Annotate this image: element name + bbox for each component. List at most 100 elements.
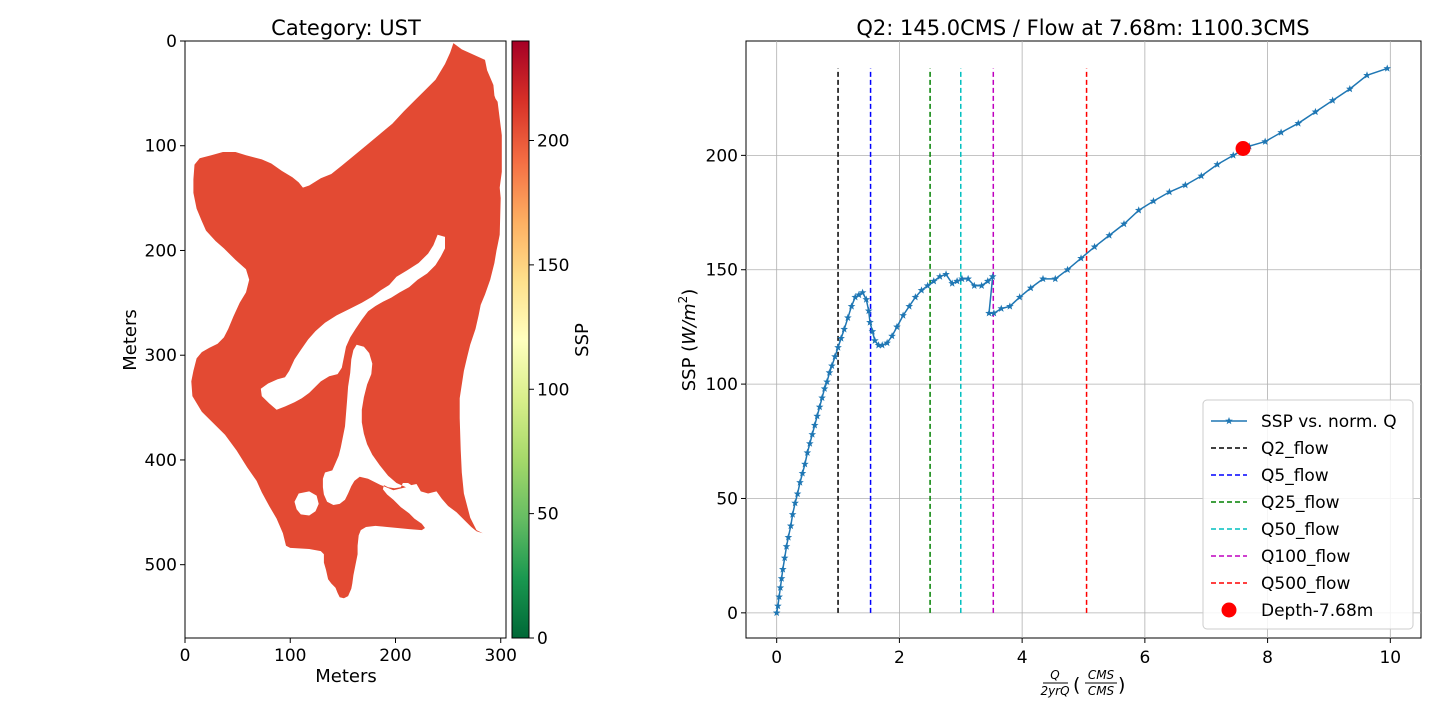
x-label-paren-close: ) [1118, 674, 1125, 696]
legend-label: Q2_flow [1261, 439, 1329, 459]
series-point [1051, 274, 1060, 283]
series-point [1197, 171, 1206, 180]
line-y-label: SSP (W/m2) [676, 289, 700, 392]
series-point [911, 293, 920, 301]
series-point [958, 274, 966, 283]
series-point [1120, 219, 1128, 228]
series-point [1039, 274, 1047, 283]
series-point [1328, 96, 1337, 104]
series-point [883, 338, 891, 347]
series-point [948, 279, 956, 287]
series-point [1006, 302, 1014, 310]
legend-entry-depth-7-68m: Depth-7.68m [1221, 601, 1373, 621]
series-point [844, 313, 852, 322]
line-y-tick-label: 200 [706, 146, 738, 166]
colorbar-ticks: 0 50 100 150 200 [529, 132, 569, 649]
series-point [782, 542, 791, 550]
series-point [1261, 137, 1269, 145]
heatmap-y-tick-label: 400 [145, 451, 177, 471]
legend-label: Q5_flow [1261, 466, 1329, 486]
series-point [923, 281, 932, 289]
series-point [796, 478, 804, 486]
series-point [970, 281, 979, 289]
series-point [1363, 71, 1371, 79]
series-point [786, 521, 795, 530]
x-label-paren-open: ( [1073, 674, 1080, 696]
series-point [791, 499, 799, 507]
colorbar-bar [511, 40, 530, 639]
series-point [779, 565, 787, 573]
series-point [1015, 293, 1024, 301]
colorbar-tick-label: 100 [537, 380, 569, 400]
series-point [1213, 160, 1222, 168]
line-x-tick-label: 10 [1379, 648, 1401, 668]
heatmap-y-tick-label: 500 [145, 556, 177, 576]
series-point [798, 469, 807, 477]
series-point [813, 412, 821, 420]
legend-label: SSP vs. norm. Q [1261, 412, 1397, 432]
series-point [983, 277, 992, 285]
legend-entry-q25-flow: Q25_flow [1211, 493, 1340, 513]
x-label-unit-denominator: CMS [1088, 684, 1115, 698]
series-point [942, 270, 950, 278]
y-label-unit-exponent: 2 [676, 296, 690, 304]
series-point [774, 601, 782, 610]
series-point [855, 290, 863, 299]
heatmap-x-tick-label: 0 [180, 646, 191, 666]
line-chart-panel: Q2: 145.0CMS / Flow at 7.68m: 1100.3CMS … [676, 16, 1422, 698]
series-point [866, 318, 874, 326]
heatmap-x-tick-label: 300 [485, 646, 517, 666]
heatmap-x-label: Meters [315, 666, 377, 687]
heatmap-y-tick-label: 0 [166, 32, 177, 52]
y-label-text: SSP [679, 357, 700, 391]
series-point [871, 336, 879, 344]
colorbar-tick-label: 200 [537, 132, 569, 152]
line-x-tick-label: 4 [1017, 648, 1028, 668]
series-point [840, 325, 848, 333]
legend-entry-ssp-vs-norm-q: SSP vs. norm. Q [1211, 412, 1397, 432]
line-y-ticks: 0 50 100 150 200 [706, 146, 746, 624]
heatmap-y-tick-label: 100 [145, 137, 177, 157]
legend-label: Depth-7.68m [1261, 601, 1373, 621]
legend-entry-q2-flow: Q2_flow [1211, 439, 1329, 459]
y-label-paren-close: ) [679, 289, 700, 296]
series-point [823, 377, 831, 386]
series-point [988, 272, 997, 280]
series-point [862, 295, 871, 303]
x-label-numerator: Q [1050, 668, 1059, 682]
series-point [1090, 242, 1099, 251]
heatmap-x-tick-label: 200 [379, 646, 411, 666]
legend-label: Q50_flow [1261, 520, 1340, 540]
series-point [772, 608, 781, 617]
heatmap-x-tick-label: 100 [274, 646, 306, 666]
line-x-tick-label: 8 [1262, 648, 1273, 668]
series-markers-ssp [772, 64, 1392, 617]
series-point [997, 304, 1006, 312]
series-point [1026, 284, 1035, 292]
line-y-tick-label: 100 [706, 375, 738, 395]
series-point [868, 327, 877, 335]
series-point [1229, 151, 1238, 159]
x-label-unit-numerator: CMS [1088, 668, 1115, 682]
heatmap-panel: Category: UST 0 100 200 300 0 100 200 300 400 50… [120, 16, 517, 687]
line-x-ticks: 0 2 4 6 8 10 [771, 638, 1401, 668]
legend-label: Q100_flow [1261, 547, 1350, 567]
series-point [1277, 128, 1285, 136]
legend-entry-q500-flow: Q500_flow [1211, 574, 1350, 594]
series-point [1294, 119, 1303, 127]
series-point [893, 322, 901, 331]
series-point [801, 460, 809, 468]
series-point [964, 274, 972, 283]
depth-point [1235, 141, 1251, 157]
series-point [878, 341, 887, 349]
series-point [985, 309, 993, 317]
series-point [837, 334, 845, 342]
series-point [780, 553, 789, 562]
series-point [1346, 85, 1354, 93]
series-point [810, 421, 819, 429]
line-y-tick-label: 50 [716, 489, 738, 509]
legend-entry-q5-flow: Q5_flow [1211, 466, 1329, 486]
series-point [1181, 181, 1190, 189]
colorbar-tick-label: 150 [537, 256, 569, 276]
heatmap-y-ticks: 0 100 200 300 400 500 [145, 32, 185, 576]
